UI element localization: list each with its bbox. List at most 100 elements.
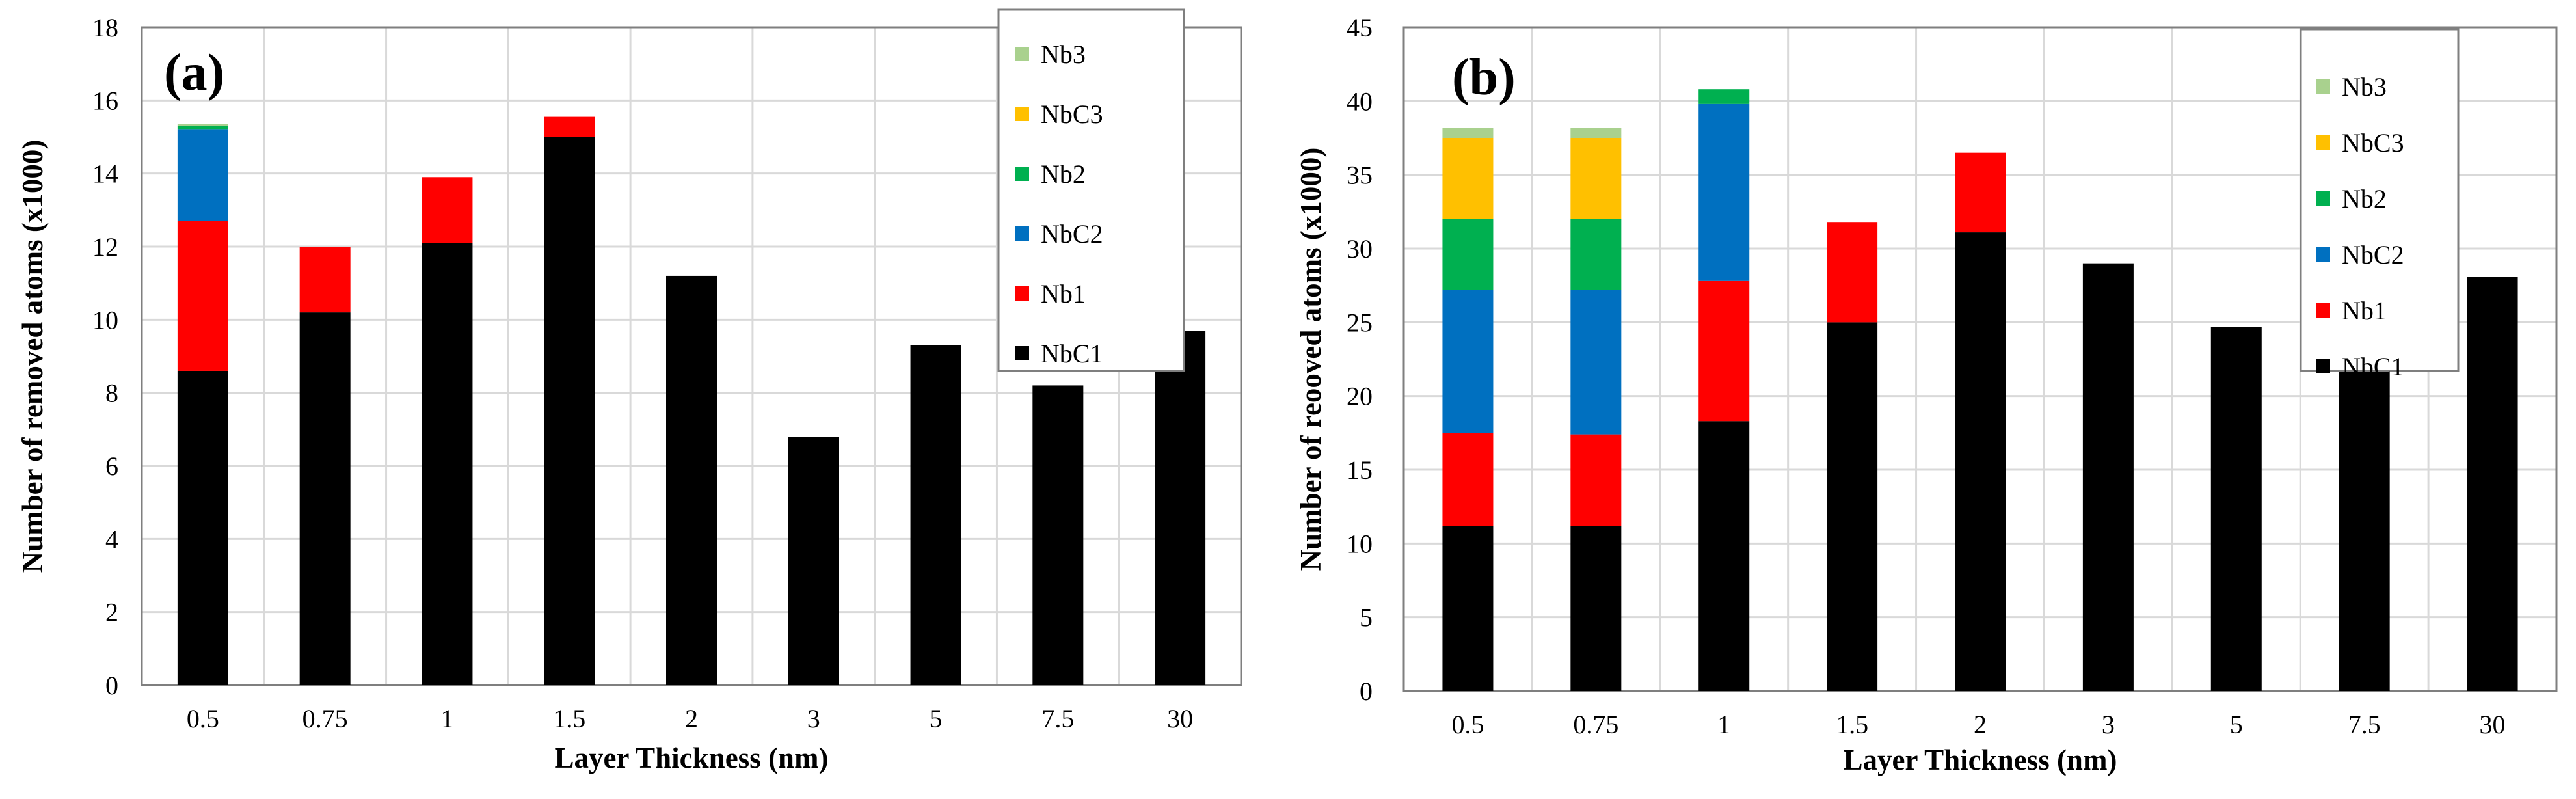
chart-b-x-tick-label: 1 [1717, 710, 1730, 739]
chart-a-bar-nbc1-3 [788, 437, 839, 685]
chart-b-legend-swatch-nb2 [2316, 191, 2330, 206]
chart-a-x-tick-label: 0.5 [187, 704, 219, 733]
chart-a-x-tick-label: 1 [440, 704, 453, 733]
chart-a-legend-label-nbc1: NbC1 [1041, 339, 1103, 368]
chart-b-x-tick-label: 1.5 [1836, 710, 1868, 739]
chart-b-legend-label-nb2: Nb2 [2342, 184, 2387, 213]
chart-b-y-tick-label: 40 [1347, 87, 1373, 116]
chart-a-x-tick-label: 5 [930, 704, 943, 733]
chart-b-x-tick-label: 0.5 [1451, 710, 1484, 739]
chart-b-bar-nbc2-0_75 [1570, 290, 1622, 435]
chart-a-panel-label: (a) [164, 44, 224, 102]
chart-a-bar-nb1-0_5 [177, 221, 228, 371]
chart-b-bar-nbc1-0_5 [1442, 526, 1494, 691]
chart-a-bar-nb3-0_5 [177, 124, 228, 126]
chart-b-bar-nbc1-1_5 [1827, 322, 1878, 691]
chart-b-bar-nbc2-0_5 [1442, 290, 1494, 433]
chart-a-y-tick-label: 12 [92, 232, 118, 262]
chart-b-y-tick-label: 15 [1347, 455, 1373, 485]
chart-b-bar-nb1-0_5 [1442, 433, 1494, 526]
chart-b-y-axis-label: Number of reooved atoms (x1000) [1295, 148, 1327, 571]
chart-a-legend-swatch-nb1 [1015, 286, 1029, 301]
chart-b-bar-nb1-0_75 [1570, 434, 1622, 526]
chart-b-legend-label-nbc1: NbC1 [2342, 352, 2404, 381]
chart-a-bar-nbc2-0_5 [177, 129, 228, 221]
chart-a-y-tick-label: 4 [105, 524, 118, 554]
chart-a-legend-label-nb2: Nb2 [1041, 159, 1086, 189]
chart-a-x-tick-label: 2 [685, 704, 698, 733]
chart-b-legend-swatch-nb1 [2316, 303, 2330, 318]
chart-b-x-tick-label: 2 [1974, 710, 1987, 739]
chart-b-legend-label-nbc3: NbC3 [2342, 128, 2404, 157]
chart-b-bar-nb2-1 [1698, 89, 1750, 104]
chart-b-legend-swatch-nbc3 [2316, 135, 2330, 150]
chart-b-bar-nb3-0_5 [1442, 128, 1494, 138]
chart-a-y-tick-label: 8 [105, 379, 118, 408]
chart-a-legend-swatch-nb3 [1015, 47, 1029, 61]
chart-b-legend-label-nb3: Nb3 [2342, 72, 2387, 102]
chart-b-bar-nbc3-0_5 [1442, 138, 1494, 219]
chart-a-x-tick-label: 30 [1167, 704, 1193, 733]
chart-b-y-tick-label: 30 [1347, 234, 1373, 264]
chart-a-y-tick-label: 16 [92, 86, 118, 115]
chart-a-bar-nbc1-30 [1155, 331, 1206, 685]
chart-b-bar-nb1-2 [1955, 152, 2006, 233]
chart-b-bar-nbc1-1 [1698, 421, 1750, 691]
chart-a-y-axis-label: Number of removed atoms (x1000) [16, 140, 49, 573]
chart-a-x-tick-label: 3 [807, 704, 820, 733]
chart-a-legend-swatch-nb2 [1015, 167, 1029, 181]
chart-b-y-tick-label: 5 [1360, 603, 1373, 632]
chart-b-bar-nb1-1_5 [1827, 222, 1878, 323]
chart-a-x-tick-label: 0.75 [302, 704, 348, 733]
chart-b-x-tick-label: 30 [2480, 710, 2506, 739]
chart-b-bar-nb3-0_75 [1570, 128, 1622, 138]
chart-a-y-tick-label: 0 [105, 671, 118, 700]
chart-b-legend: Nb3 NbC3 Nb2 NbC2 Nb1 NbC1 [2300, 28, 2460, 381]
chart-b-y-tick-label: 35 [1347, 161, 1373, 190]
chart-a-x-tick-label: 7.5 [1041, 704, 1074, 733]
chart-b-legend-label-nbc2: NbC2 [2342, 240, 2404, 269]
chart-a-y-ticks: 0 2 4 6 8 10 12 14 16 18 [92, 13, 118, 700]
chart-a-legend: Nb3 NbC3 Nb2 NbC2 Nb1 NbC1 [997, 8, 1185, 372]
chart-b-y-tick-label: 0 [1360, 677, 1373, 706]
chart-a: 0 2 4 6 8 10 12 14 16 18 0.5 0.75 1 1.5 2 3 5 7.5 30 Laye… [16, 8, 1242, 774]
chart-a-legend-label-nbc2: NbC2 [1041, 219, 1103, 249]
chart-b-x-axis-label: Layer Thickness (nm) [1844, 744, 2117, 776]
chart-a-x-tick-label: 1.5 [553, 704, 585, 733]
chart-a-legend-label-nb1: Nb1 [1041, 279, 1086, 308]
chart-b-bar-nbc3-0_75 [1570, 138, 1622, 219]
chart-a-x-ticks: 0.5 0.75 1 1.5 2 3 5 7.5 30 [187, 704, 1193, 733]
chart-a-bar-nbc1-7_5 [1032, 385, 1084, 685]
chart-a-legend-swatch-nbc1 [1015, 346, 1029, 360]
chart-a-legend-label-nb3: Nb3 [1041, 40, 1086, 69]
chart-a-y-tick-label: 18 [92, 13, 118, 42]
chart-b-y-tick-label: 25 [1347, 308, 1373, 337]
chart-b-legend-swatch-nbc1 [2316, 359, 2330, 373]
chart-a-bar-nbc1-1_5 [544, 137, 595, 685]
chart-a-bar-nb1-1 [422, 177, 473, 243]
chart-b-x-ticks: 0.5 0.75 1 1.5 2 3 5 7.5 30 [1451, 710, 2505, 739]
chart-a-bar-nb2-0_5 [177, 126, 228, 130]
chart-a-bar-nbc1-0_5 [177, 370, 228, 685]
chart-a-bar-nbc1-1 [422, 243, 473, 686]
chart-a-y-tick-label: 6 [105, 452, 118, 481]
chart-b-bar-nb2-0_75 [1570, 219, 1622, 290]
chart-a-bar-nbc1-0_75 [299, 312, 351, 686]
chart-b-legend-swatch-nbc2 [2316, 247, 2330, 262]
chart-b-bar-nbc1-3 [2082, 263, 2134, 692]
chart-a-bar-nb1-0_75 [299, 247, 351, 313]
chart-a-y-tick-label: 2 [105, 598, 118, 627]
chart-a-bars [177, 116, 1206, 686]
chart-b-bars [1442, 89, 2518, 692]
chart-a-legend-swatch-nbc2 [1015, 226, 1029, 241]
chart-b-bar-nb2-0_5 [1442, 219, 1494, 290]
chart-a-legend-label-nbc3: NbC3 [1041, 100, 1103, 129]
chart-b-bar-nbc1-2 [1955, 232, 2006, 692]
chart-b-bar-nb1-1 [1698, 280, 1750, 422]
chart-b-bar-nbc1-0_75 [1570, 526, 1622, 691]
chart-b-bar-nbc2-1 [1698, 103, 1750, 281]
chart-b-x-tick-label: 7.5 [2348, 710, 2381, 739]
chart-b-bar-nbc1-30 [2467, 277, 2518, 692]
